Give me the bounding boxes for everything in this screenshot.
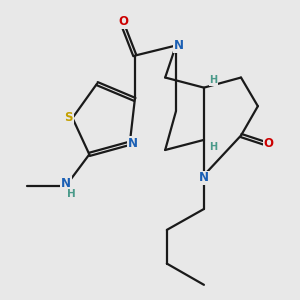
Text: H: H bbox=[209, 75, 217, 85]
Text: O: O bbox=[264, 137, 274, 150]
Text: O: O bbox=[118, 15, 128, 28]
Text: H: H bbox=[68, 190, 76, 200]
Text: N: N bbox=[199, 172, 209, 184]
Text: N: N bbox=[174, 39, 184, 52]
Text: N: N bbox=[61, 177, 71, 190]
Text: N: N bbox=[128, 137, 138, 150]
Text: S: S bbox=[64, 112, 73, 124]
Text: H: H bbox=[209, 142, 217, 152]
